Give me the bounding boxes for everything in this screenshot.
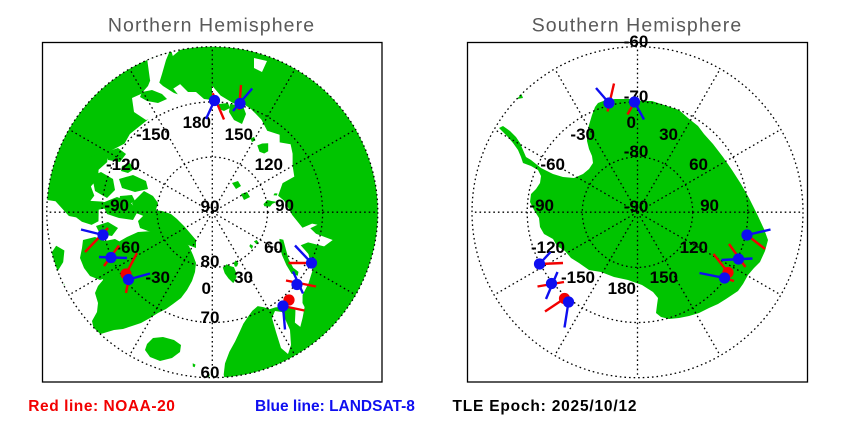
- svg-text:60: 60: [689, 155, 708, 174]
- svg-text:Blue line: LANDSAT-8: Blue line: LANDSAT-8: [255, 398, 415, 415]
- svg-text:Red line: NOAA-20: Red line: NOAA-20: [28, 398, 175, 415]
- svg-text:90: 90: [275, 196, 294, 215]
- svg-text:150: 150: [225, 125, 253, 144]
- svg-text:0: 0: [627, 113, 636, 132]
- svg-text:-90: -90: [624, 197, 649, 216]
- svg-text:Southern Hemisphere: Southern Hemisphere: [532, 15, 743, 37]
- svg-text:120: 120: [255, 155, 283, 174]
- svg-text:150: 150: [650, 268, 678, 287]
- svg-text:-30: -30: [570, 125, 595, 144]
- svg-text:70: 70: [201, 308, 220, 327]
- svg-text:-90: -90: [529, 196, 554, 215]
- svg-text:90: 90: [700, 196, 719, 215]
- svg-text:Northern Hemisphere: Northern Hemisphere: [108, 15, 315, 37]
- svg-text:60: 60: [201, 363, 220, 382]
- svg-text:-120: -120: [531, 238, 565, 257]
- svg-text:TLE Epoch: 2025/10/12: TLE Epoch: 2025/10/12: [453, 398, 638, 415]
- svg-text:-60: -60: [115, 238, 140, 257]
- svg-text:-30: -30: [145, 268, 170, 287]
- svg-text:30: 30: [659, 125, 678, 144]
- svg-text:120: 120: [680, 238, 708, 257]
- svg-text:180: 180: [608, 279, 636, 298]
- svg-text:180: 180: [183, 113, 211, 132]
- svg-text:0: 0: [202, 279, 211, 298]
- svg-text:-120: -120: [106, 155, 140, 174]
- svg-text:-150: -150: [561, 268, 595, 287]
- svg-text:-60: -60: [624, 32, 649, 51]
- svg-text:60: 60: [264, 238, 283, 257]
- svg-text:80: 80: [201, 252, 220, 271]
- svg-text:30: 30: [234, 268, 253, 287]
- svg-text:-90: -90: [104, 196, 129, 215]
- svg-text:-80: -80: [624, 142, 649, 161]
- svg-text:-150: -150: [136, 125, 170, 144]
- svg-text:90: 90: [201, 197, 220, 216]
- svg-text:-60: -60: [540, 155, 565, 174]
